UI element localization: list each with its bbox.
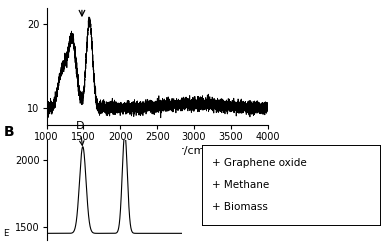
X-axis label: [Wavenumber/cm]: [Wavenumber/cm] — [105, 145, 209, 155]
Text: D: D — [76, 121, 84, 145]
Text: + Graphene oxide: + Graphene oxide — [213, 158, 307, 168]
Text: G: G — [0, 249, 1, 250]
Text: B: B — [4, 125, 14, 139]
Text: E̅: E̅ — [3, 229, 9, 238]
Text: + Biomass: + Biomass — [213, 202, 268, 212]
Text: + Methane: + Methane — [213, 180, 270, 190]
